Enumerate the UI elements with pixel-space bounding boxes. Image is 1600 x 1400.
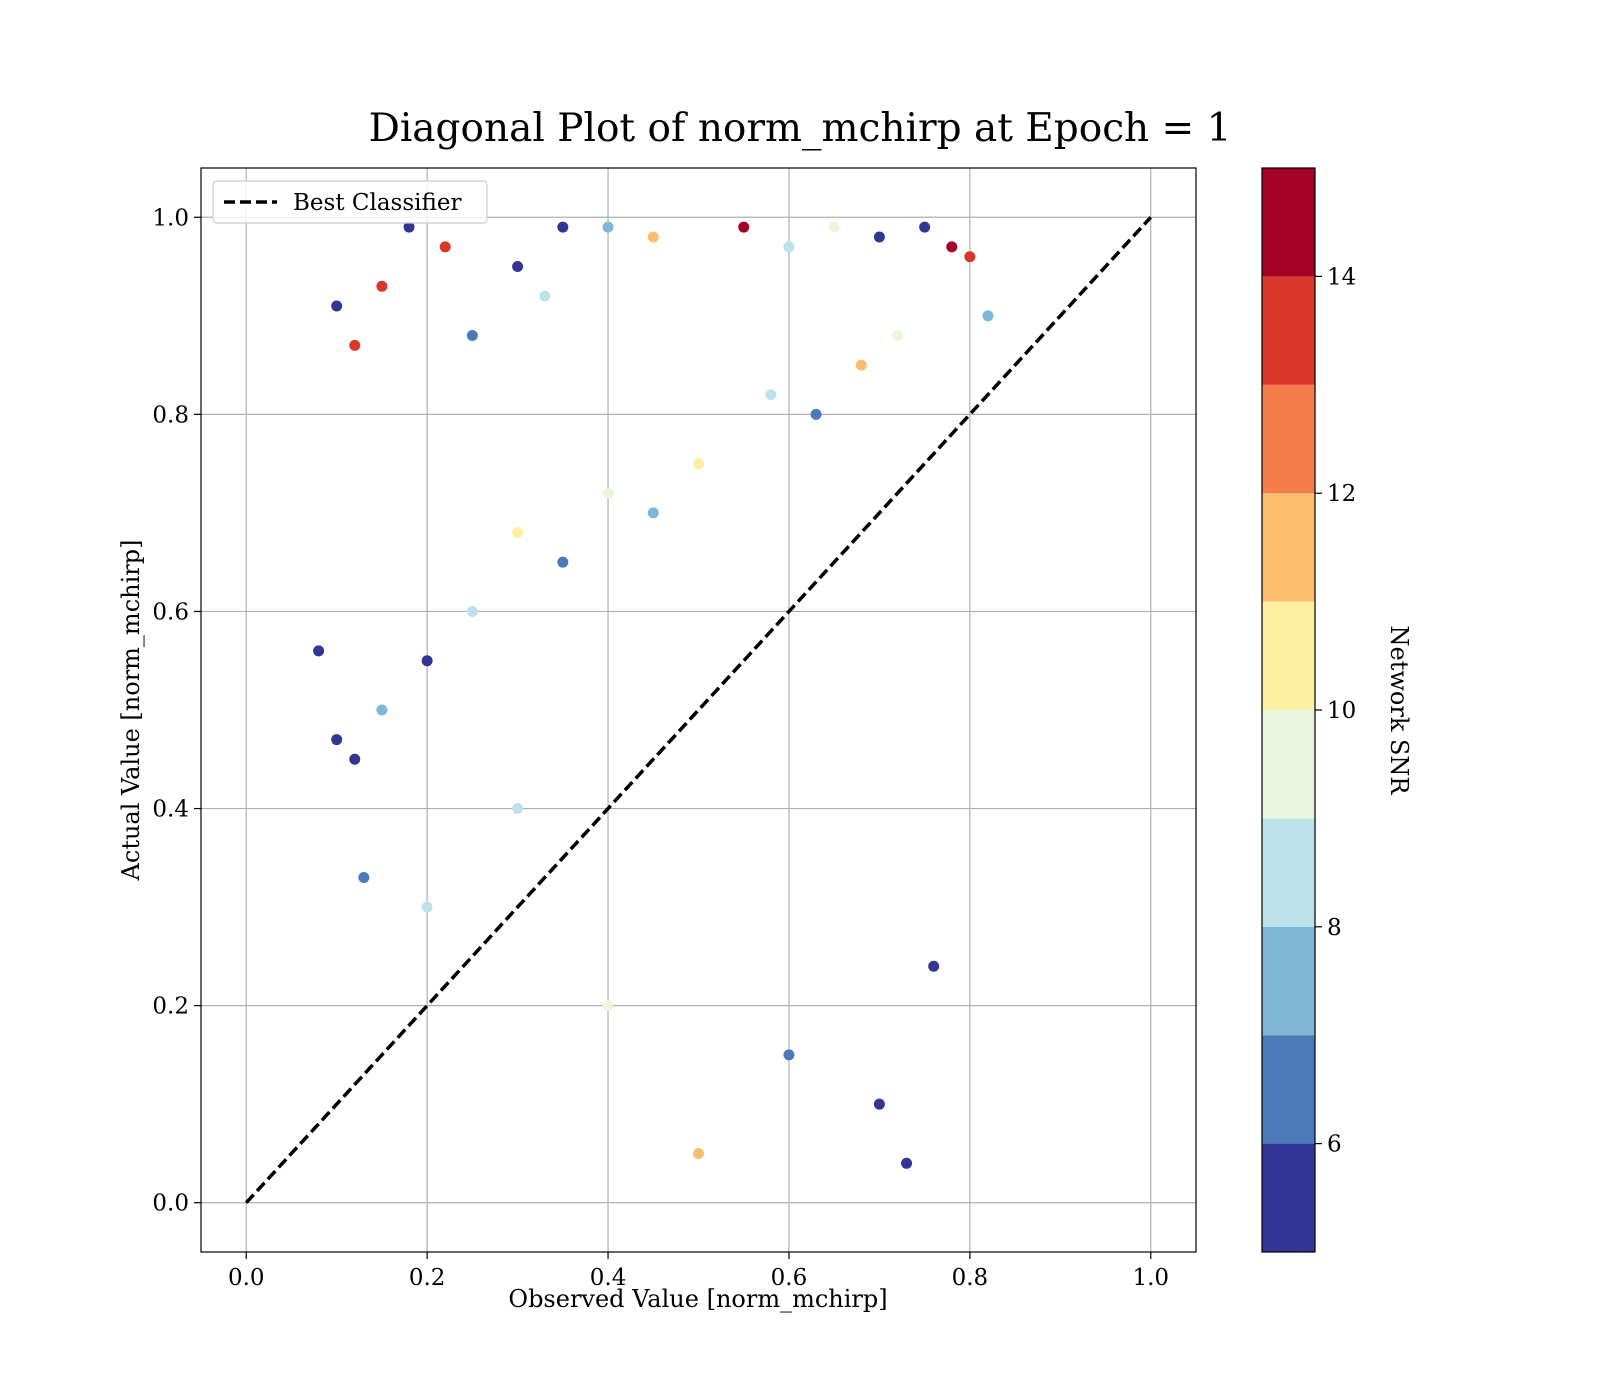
scatter-point [403, 221, 415, 233]
scatter-point [892, 330, 903, 342]
scatter-point [783, 1049, 795, 1061]
legend: Best Classifier [212, 180, 488, 224]
scatter-point [873, 231, 885, 243]
x-axis-ticks: 0.0 0.2 0.4 0.6 0.8 1.0 [228, 1252, 1169, 1291]
best-classifier-line-path [244, 216, 1153, 1204]
x-tick-label: 0.4 [590, 1265, 627, 1291]
y-tick-label: 1.0 [152, 205, 189, 231]
scatter-point [602, 221, 614, 233]
scatter-point [349, 753, 361, 765]
scatter-point [765, 389, 777, 401]
best-classifier-line [244, 216, 1153, 1204]
y-tick-label: 0.2 [152, 994, 189, 1020]
colorbar-segment [1262, 818, 1315, 927]
chart-title: Diagonal Plot of norm_mchirp at Epoch = … [369, 106, 1232, 151]
scatter-point [557, 556, 569, 568]
colorbar-segment [1262, 493, 1315, 602]
scatter-point [331, 300, 343, 312]
y-axis-ticks: 0.0 0.2 0.4 0.6 0.8 1.0 [152, 205, 201, 1217]
colorbar-segment [1262, 1143, 1315, 1252]
scatter-point [421, 655, 433, 667]
scatter-point [512, 261, 524, 273]
legend-box [212, 180, 488, 224]
scatter-point [376, 280, 388, 292]
scatter-point [466, 330, 478, 342]
scatter-point [810, 408, 822, 420]
x-tick-label: 0.0 [228, 1265, 265, 1291]
scatter-point [421, 901, 433, 913]
scatter-point [873, 1098, 885, 1110]
scatter-point [928, 960, 940, 972]
colorbar-segment [1262, 168, 1315, 277]
scatter-point [512, 527, 524, 539]
x-tick-label: 1.0 [1132, 1265, 1169, 1291]
y-axis-label: Actual Value [norm_mchirp] [117, 540, 145, 882]
scatter-point [964, 251, 976, 263]
colorbar-segment [1262, 276, 1315, 385]
x-tick-label: 0.6 [771, 1265, 808, 1291]
colorbar-tick-label: 10 [1327, 698, 1356, 724]
x-tick-label: 0.2 [409, 1265, 446, 1291]
scatter-point [602, 487, 614, 499]
scatter-point [855, 359, 867, 371]
scatter-point [439, 241, 451, 253]
plot-frame [200, 167, 1197, 1253]
colorbar-tick-label: 14 [1327, 264, 1356, 290]
colorbar-tick-label: 8 [1327, 915, 1342, 941]
colorbar-label: Network SNR [1385, 626, 1413, 796]
colorbar-segment [1262, 1035, 1315, 1144]
colorbar-tick-label: 12 [1327, 481, 1356, 507]
scatter-point [539, 290, 551, 302]
scatter-point [349, 339, 361, 351]
y-tick-label: 0.8 [152, 402, 189, 428]
scatter-points [313, 221, 994, 1169]
colorbar-ticks: 6 8 10 12 14 [1315, 264, 1356, 1158]
scatter-point [466, 605, 478, 617]
x-axis-label: Observed Value [norm_mchirp] [508, 1285, 887, 1313]
scatter-point [313, 645, 325, 657]
colorbar-segment [1262, 384, 1315, 494]
scatter-point [557, 221, 569, 233]
grid [201, 168, 1196, 1252]
scatter-point [512, 803, 524, 815]
scatter-point [647, 231, 659, 243]
scatter-point [693, 1147, 704, 1159]
scatter-point [901, 1157, 913, 1169]
colorbar-segment [1262, 601, 1315, 710]
scatter-point [738, 221, 750, 233]
x-tick-label: 0.8 [952, 1265, 989, 1291]
scatter-point [828, 221, 840, 233]
scatter-point [946, 241, 958, 253]
colorbar [1262, 168, 1315, 1252]
scatter-point [783, 241, 795, 253]
scatter-point [647, 507, 659, 519]
colorbar-tick-label: 6 [1327, 1132, 1342, 1158]
scatter-point [919, 221, 931, 233]
scatter-point [358, 872, 370, 884]
y-tick-label: 0.0 [152, 1191, 189, 1217]
y-tick-label: 0.6 [152, 599, 189, 625]
scatter-point [376, 704, 388, 716]
colorbar-segment [1262, 926, 1315, 1036]
scatter-point [602, 1000, 614, 1012]
scatter-point [331, 734, 343, 746]
legend-label: Best Classifier [293, 190, 461, 216]
scatter-point [693, 458, 704, 470]
colorbar-segment [1262, 710, 1315, 819]
scatter-point [982, 310, 994, 322]
y-tick-label: 0.4 [152, 797, 189, 823]
